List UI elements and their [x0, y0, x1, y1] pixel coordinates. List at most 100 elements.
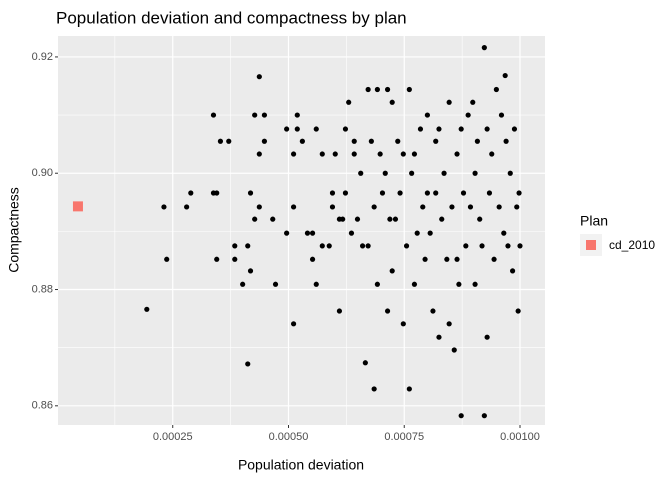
point [427, 230, 433, 236]
point [348, 230, 355, 236]
x-tick-label: 0.00050 [269, 431, 309, 443]
point [514, 204, 520, 210]
point [424, 112, 430, 118]
point [290, 204, 297, 210]
point [313, 126, 319, 132]
point [456, 281, 462, 287]
point [414, 230, 420, 236]
point [397, 190, 403, 196]
point [496, 204, 502, 210]
x-tick-label: 0.00100 [500, 431, 540, 443]
point [290, 151, 297, 157]
y-tick-label: 0.88 [32, 283, 53, 295]
point [319, 243, 325, 249]
point [358, 170, 364, 176]
point [299, 138, 305, 144]
point [217, 138, 224, 144]
point [379, 190, 386, 196]
point [515, 308, 521, 314]
point [245, 361, 251, 367]
point [340, 216, 346, 222]
point [252, 216, 258, 222]
point [411, 281, 418, 287]
point [417, 126, 424, 132]
point [392, 216, 399, 222]
point [503, 138, 509, 144]
point [270, 216, 276, 222]
y-tick-label: 0.90 [32, 167, 53, 179]
point [505, 243, 511, 249]
point [465, 112, 471, 118]
point [517, 243, 523, 249]
legend-title: Plan [580, 213, 608, 229]
point [463, 243, 469, 249]
point [351, 151, 357, 157]
panel [58, 36, 545, 425]
point [451, 347, 457, 353]
point [374, 86, 380, 93]
point [384, 86, 391, 93]
point [359, 243, 366, 249]
point [256, 151, 262, 157]
x-tick-label: 0.00075 [384, 431, 424, 443]
point [389, 268, 395, 274]
point [161, 204, 167, 210]
point [336, 308, 343, 314]
point [188, 190, 194, 196]
point [474, 138, 480, 144]
point [371, 386, 377, 392]
point [319, 151, 325, 157]
point [214, 256, 220, 262]
point [309, 230, 316, 236]
point [387, 216, 393, 222]
point [516, 190, 522, 196]
point [446, 321, 452, 327]
point [491, 256, 497, 262]
point [368, 138, 374, 144]
point [430, 308, 436, 314]
point [329, 204, 336, 210]
point [284, 126, 290, 132]
point [449, 204, 455, 210]
point [458, 126, 464, 132]
point [144, 306, 150, 312]
point [481, 413, 487, 419]
point [460, 190, 467, 196]
point [256, 74, 262, 80]
point [511, 126, 518, 132]
point [395, 138, 401, 144]
point [384, 308, 391, 314]
point [272, 281, 279, 287]
point [441, 170, 447, 176]
point [365, 243, 371, 249]
x-axis-label: Population deviation [238, 457, 364, 473]
point [232, 243, 238, 249]
point [507, 170, 513, 176]
point [470, 99, 476, 105]
point [210, 112, 217, 118]
point [420, 204, 426, 210]
point [245, 243, 251, 249]
point [454, 151, 460, 157]
point [247, 190, 254, 196]
point [411, 151, 418, 157]
point [354, 216, 361, 222]
point [400, 151, 406, 157]
legend-label: cd_2010 [609, 238, 655, 252]
point [342, 126, 349, 132]
legend-swatch [586, 240, 596, 250]
point [294, 112, 300, 118]
point [406, 386, 412, 392]
point [294, 126, 300, 132]
point [247, 268, 254, 274]
point [472, 281, 478, 287]
point [467, 204, 474, 210]
point [454, 256, 460, 262]
point [484, 126, 490, 132]
chart-title: Population deviation and compactness by … [56, 8, 407, 27]
point [436, 126, 442, 132]
y-tick-label: 0.92 [32, 51, 53, 63]
point [458, 413, 464, 419]
point [489, 151, 495, 157]
